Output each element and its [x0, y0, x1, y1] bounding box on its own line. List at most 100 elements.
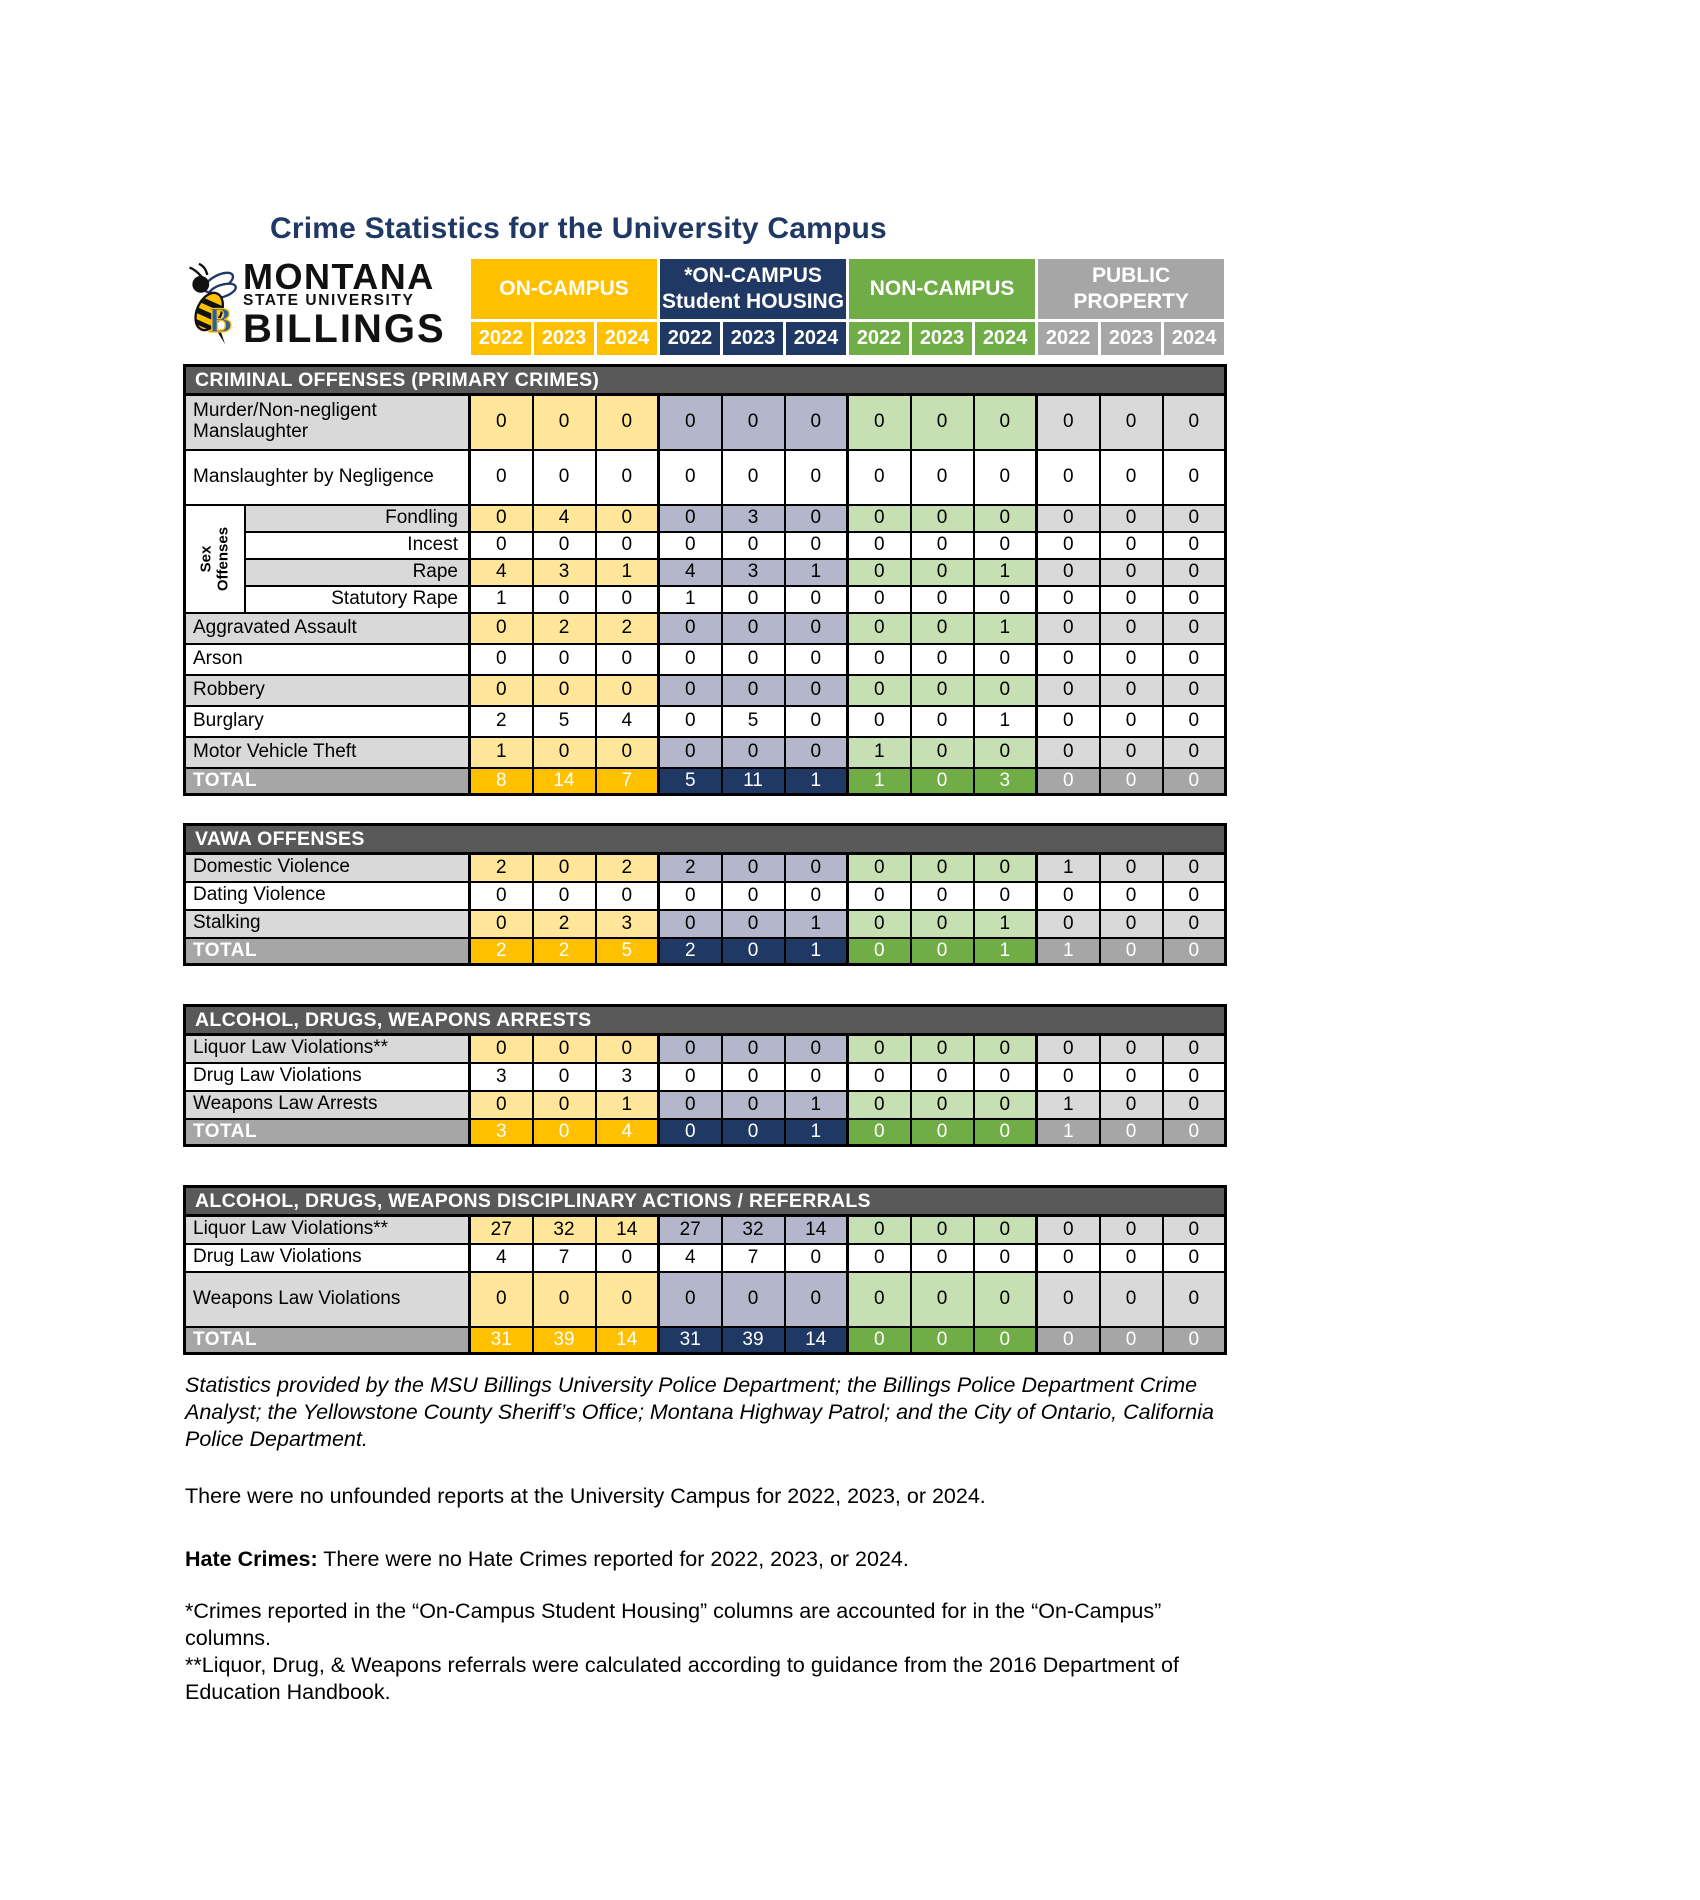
data-cell: 3: [468, 1061, 534, 1092]
data-cell: 0: [657, 642, 723, 676]
data-cell: 0: [909, 530, 975, 560]
data-cell: 0: [909, 1061, 975, 1092]
data-cell: 4: [531, 503, 597, 533]
data-cell: 14: [783, 1325, 849, 1355]
data-cell: 0: [783, 530, 849, 560]
group-header-on-campus-student-housing: *ON-CAMPUS Student HOUSING: [657, 256, 850, 322]
data-cell: 32: [720, 1214, 786, 1245]
table-row: Motor Vehicle Theft 1 0 0 0 0 0 1 0 0 0 0 0: [183, 735, 1227, 769]
data-cell: 0: [1035, 642, 1101, 676]
data-cell: 0: [1161, 1089, 1227, 1120]
data-cell: 0: [1098, 393, 1164, 451]
data-cell: 0: [531, 1117, 597, 1147]
data-cell: 1: [972, 908, 1038, 939]
year-header-on-campus-2023: 2023: [531, 319, 597, 358]
data-cell: 0: [1161, 704, 1227, 738]
data-cell: 0: [783, 735, 849, 769]
footnotes: Statistics provided by the MSU Billings …: [185, 1372, 1227, 1706]
data-cell: 0: [1098, 1061, 1164, 1092]
data-cell: 0: [1035, 584, 1101, 614]
data-cell: 0: [972, 1089, 1038, 1120]
data-cell: 1: [783, 908, 849, 939]
data-cell: 0: [783, 584, 849, 614]
hate-crimes-label: Hate Crimes:: [185, 1547, 318, 1571]
yellowjacket-mascot-icon: B: [189, 262, 237, 345]
data-cell: 0: [594, 530, 660, 560]
data-cell: 0: [846, 557, 912, 587]
data-cell: 1: [1035, 936, 1101, 966]
data-cell: 0: [783, 503, 849, 533]
data-cell: 0: [909, 503, 975, 533]
data-cell: 1: [783, 557, 849, 587]
page-title: Crime Statistics for the University Camp…: [270, 212, 887, 245]
data-cell: 0: [720, 448, 786, 506]
data-cell: 0: [1035, 448, 1101, 506]
data-cell: 14: [531, 766, 597, 796]
table-row: Drug Law Violations 3 0 3 0 0 0 0 0 0 0 0 0: [183, 1061, 1227, 1092]
data-cell: 0: [1161, 1061, 1227, 1092]
data-cell: 2: [657, 936, 723, 966]
data-cell: 0: [972, 1242, 1038, 1273]
hate-crimes-text: There were no Hate Crimes reported for 2…: [323, 1547, 909, 1571]
data-cell: 0: [972, 852, 1038, 883]
data-cell: 0: [846, 936, 912, 966]
data-cell: 0: [1098, 1033, 1164, 1064]
data-cell: 0: [972, 1325, 1038, 1355]
row-label-arson: Arson: [183, 642, 471, 676]
crime-statistics-table: ON-CAMPUS *ON-CAMPUS Student HOUSING NON-C…: [182, 256, 1228, 1355]
data-cell: 0: [531, 735, 597, 769]
table-row: Aggravated Assault 0 2 2 0 0 0 0 0 1 0 0 0: [183, 611, 1227, 645]
data-cell: 1: [468, 735, 534, 769]
table-row: Liquor Law Violations** 0 0 0 0 0 0 0 0 0 0 0 0: [183, 1033, 1227, 1064]
data-cell: 0: [846, 908, 912, 939]
year-header-on-campus-student-housing-2023: 2023: [720, 319, 787, 358]
data-cell: 0: [1161, 936, 1227, 966]
msu-billings-logo: B MONTANA STATE UNIVERSITY BILLINGS: [183, 256, 465, 352]
data-cell: 0: [594, 673, 660, 707]
data-cell: 0: [909, 611, 975, 645]
data-cell: 0: [468, 611, 534, 645]
data-cell: 0: [720, 584, 786, 614]
row-label-total: TOTAL: [183, 936, 471, 966]
data-cell: 0: [657, 704, 723, 738]
year-header-on-campus-2024: 2024: [593, 319, 661, 358]
data-cell: 0: [1035, 1033, 1101, 1064]
data-cell: 2: [531, 908, 597, 939]
data-cell: 1: [1035, 852, 1101, 883]
data-cell: 0: [1161, 611, 1227, 645]
data-cell: 0: [657, 880, 723, 911]
table-row: Manslaughter by Negligence 0 0 0 0 0 0 0 0 0 0 0 0: [183, 448, 1227, 506]
data-cell: 0: [531, 584, 597, 614]
data-cell: 2: [468, 852, 534, 883]
data-cell: 0: [531, 1089, 597, 1120]
data-cell: 0: [468, 503, 534, 533]
data-cell: 0: [909, 584, 975, 614]
data-cell: 0: [846, 448, 912, 506]
data-cell: 1: [846, 766, 912, 796]
data-cell: 11: [720, 766, 786, 796]
data-cell: 0: [720, 1033, 786, 1064]
data-cell: 0: [657, 908, 723, 939]
data-cell: 0: [657, 530, 723, 560]
data-cell: 0: [1161, 503, 1227, 533]
table-row: Murder/Non-negligent Manslaughter 0 0 0 0 0 0 0…: [183, 393, 1227, 451]
data-cell: 1: [1035, 1089, 1101, 1120]
unfounded-note: There were no unfounded reports at the U…: [185, 1484, 986, 1508]
section-header-alcohol-drugs-weapons-arrests: ALCOHOL, DRUGS, WEAPONS ARRESTS: [182, 1004, 1228, 1036]
hate-crimes-note: Hate Crimes: There were no Hate Crimes r…: [185, 1546, 1227, 1573]
data-cell: 0: [657, 735, 723, 769]
data-cell: 1: [594, 557, 660, 587]
data-cell: 0: [846, 880, 912, 911]
data-cell: 0: [909, 1117, 975, 1147]
data-cell: 0: [1035, 673, 1101, 707]
data-cell: 0: [783, 852, 849, 883]
data-cell: 0: [783, 1061, 849, 1092]
table-row: Dating Violence 0 0 0 0 0 0 0 0 0 0 0 0: [183, 880, 1227, 911]
data-cell: 0: [909, 1033, 975, 1064]
data-cell: 0: [909, 393, 975, 451]
data-cell: 0: [1098, 936, 1164, 966]
table-row: Rape 4 3 1 4 3 1 0 0 1 0 0 0: [185, 557, 1227, 587]
data-cell: 0: [720, 880, 786, 911]
data-cell: 0: [909, 908, 975, 939]
group-header-public-property: PUBLIC PROPERTY: [1035, 256, 1228, 322]
